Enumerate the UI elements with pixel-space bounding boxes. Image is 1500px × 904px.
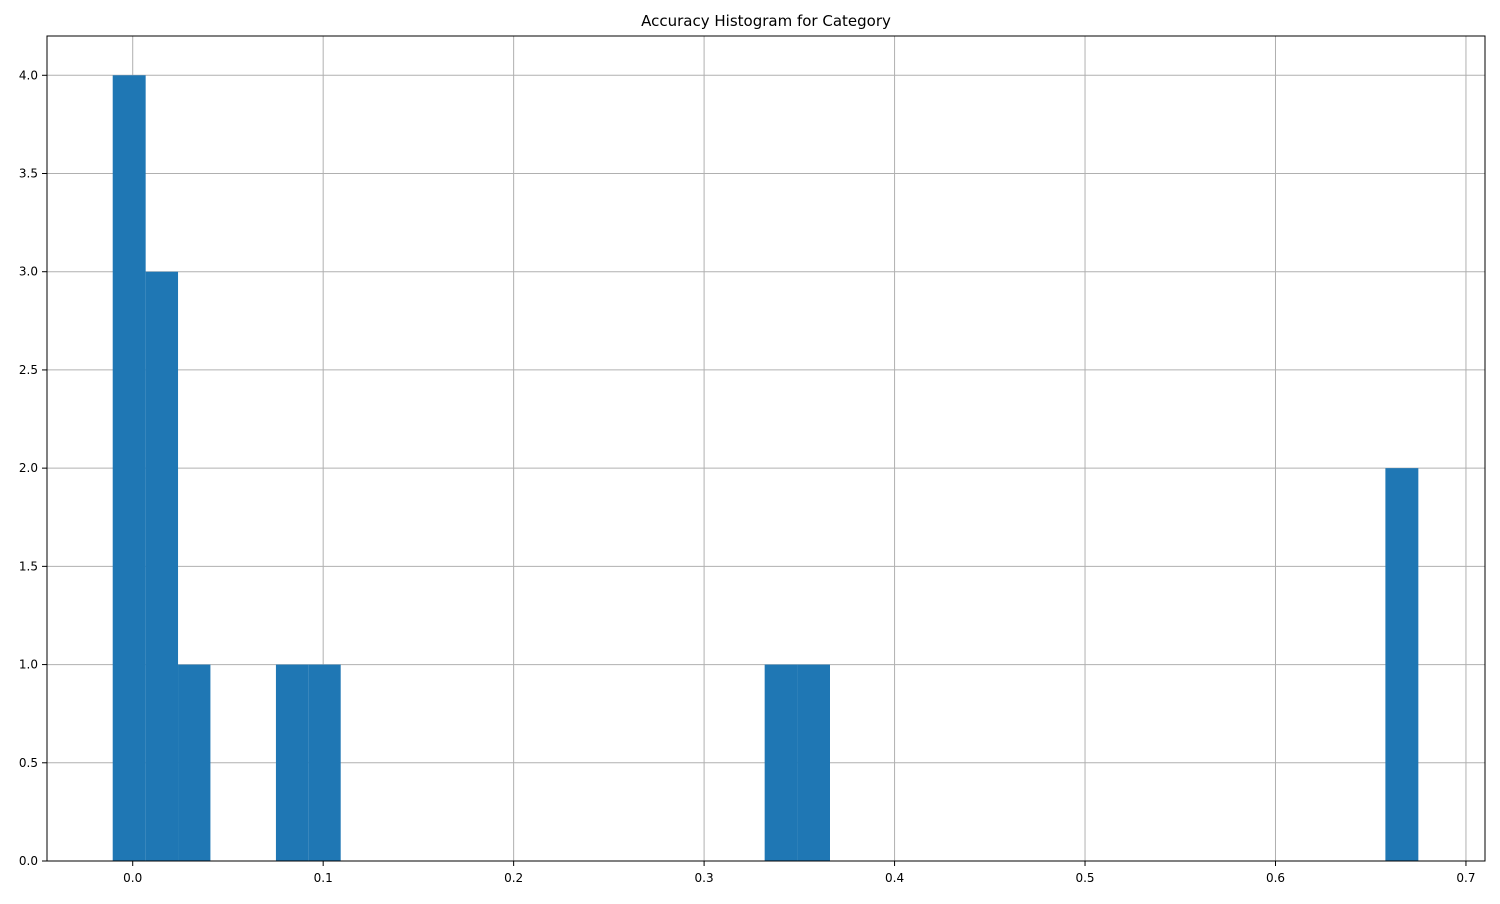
- y-tick-label: 2.5: [19, 363, 38, 377]
- y-tick-label: 4.0: [19, 68, 38, 82]
- y-axis-ticks: 0.0 0.5 1.0 1.5 2.0 2.5 3.0 3.5 4.0: [19, 68, 47, 868]
- y-tick-label: 1.5: [19, 559, 38, 573]
- y-tick-label: 3.0: [19, 265, 38, 279]
- axes-frame: [46, 35, 1486, 862]
- y-tick-label: 3.5: [19, 167, 38, 181]
- y-tick-label: 2.0: [19, 461, 38, 475]
- x-axis-ticks: 0.0 0.1 0.2 0.3 0.4 0.5 0.6 0.7: [123, 861, 1476, 885]
- x-tick-label: 0.4: [885, 871, 904, 885]
- histogram-bar: [275, 664, 309, 861]
- histogram-bar: [764, 664, 798, 861]
- y-tick-label: 0.5: [19, 756, 38, 770]
- y-tick-label: 1.0: [19, 658, 38, 672]
- x-tick-label: 0.6: [1266, 871, 1285, 885]
- histogram-bar: [112, 75, 146, 862]
- x-tick-label: 0.7: [1456, 871, 1475, 885]
- histogram-bar: [145, 271, 179, 861]
- x-tick-label: 0.1: [314, 871, 333, 885]
- histogram-bar: [178, 664, 211, 861]
- histogram-bar: [797, 664, 830, 861]
- x-tick-label: 0.2: [504, 871, 523, 885]
- histogram-bar: [308, 664, 341, 861]
- x-tick-label: 0.3: [695, 871, 714, 885]
- y-tick-label: 0.0: [19, 854, 38, 868]
- histogram-bar: [1385, 468, 1419, 861]
- x-tick-label: 0.0: [123, 871, 142, 885]
- chart-title: Accuracy Histogram for Category: [641, 12, 891, 30]
- x-tick-label: 0.5: [1075, 871, 1094, 885]
- histogram-bars: [112, 75, 1419, 862]
